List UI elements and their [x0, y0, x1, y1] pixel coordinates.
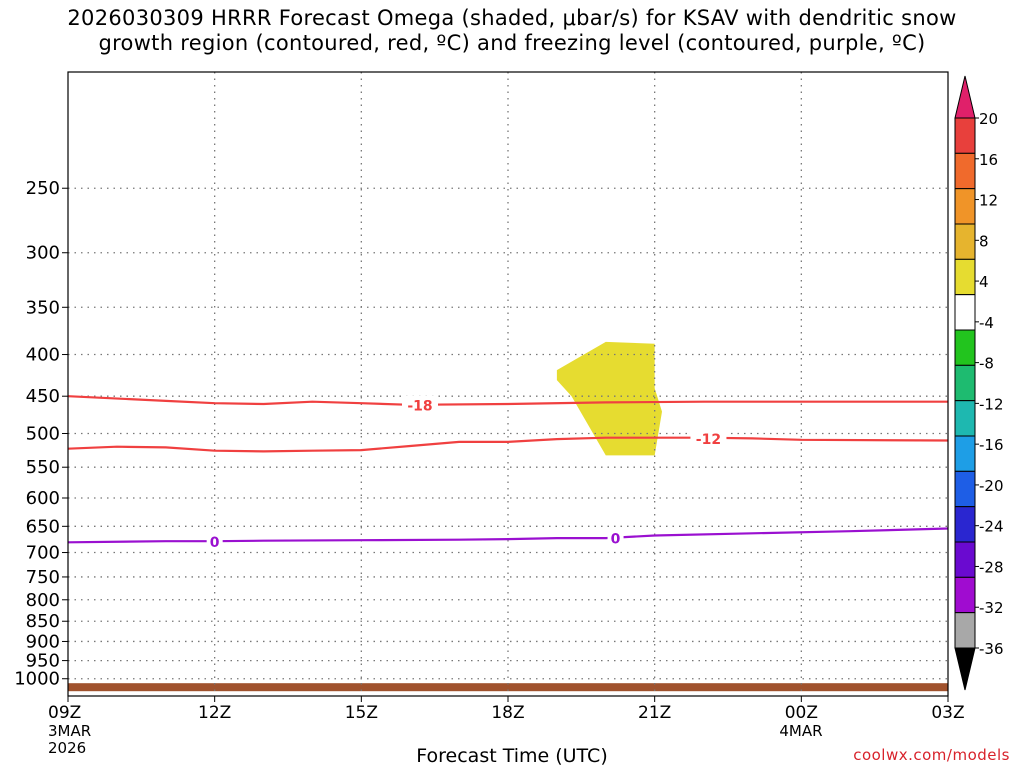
y-tick-label: 300 [26, 243, 60, 264]
x-tick-label: 15Z [345, 703, 378, 723]
contour-label: 0 [611, 532, 621, 548]
colorbar-segment [954, 470, 976, 508]
omega-shaded-region [556, 341, 662, 456]
colorbar-segment [954, 400, 976, 437]
contour-label: 0 [210, 535, 220, 551]
colorbar-top-arrow [954, 75, 976, 119]
terrain-strip [68, 683, 948, 692]
y-tick-label: 650 [26, 516, 60, 537]
contour-label-bg [690, 428, 727, 447]
y-tick-label: 1000 [14, 669, 60, 690]
y-tick-label: 950 [26, 651, 60, 672]
colorbar-segment [954, 329, 976, 366]
colorbar-label: -20 [979, 477, 1004, 495]
colorbar-label: -28 [979, 558, 1004, 576]
colorbar-label: 16 [979, 151, 998, 169]
y-tick-label: 550 [26, 457, 60, 478]
contour-label: -12 [696, 432, 721, 448]
x-tick-label: 09Z [48, 703, 81, 723]
y-tick-label: 700 [26, 543, 60, 564]
y-tick-label: 350 [26, 297, 60, 318]
y-tick-label: 450 [26, 386, 60, 407]
y-tick-label: 900 [26, 631, 60, 652]
credit-text: coolwx.com/models [853, 746, 1010, 764]
y-tick-label: 250 [26, 178, 60, 199]
contour-label: -18 [407, 399, 432, 415]
colorbar-segment [954, 541, 976, 578]
colorbar-segment [954, 188, 976, 225]
x-tick-label: 12Z [198, 703, 231, 723]
chart-title-line2: growth region (contoured, red, ºC) and f… [98, 31, 926, 55]
chart-title: 2026030309 HRRR Forecast Omega (shaded, … [0, 6, 1024, 56]
colorbar-label: 20 [979, 110, 998, 128]
x-axis-label: Forecast Time (UTC) [416, 745, 608, 767]
x-tick-label: 18Z [491, 703, 524, 723]
colorbar-label: -12 [979, 395, 1004, 413]
colorbar-segment [954, 258, 976, 296]
colorbar-segment [954, 364, 976, 402]
colorbar-label: 12 [979, 192, 998, 210]
contour-label-bg [206, 532, 223, 551]
y-tick-label: 600 [26, 488, 60, 509]
colorbar-segment [954, 506, 976, 543]
colorbar-label: -8 [979, 355, 994, 373]
colorbar-segment [954, 223, 976, 260]
x-tick-label: 21Z [638, 703, 671, 723]
y-tick-label: 850 [26, 611, 60, 632]
colorbar-label: -36 [979, 640, 1004, 658]
contour-label-bg [607, 528, 624, 547]
x-tick-date-label: 3MAR [48, 722, 91, 740]
colorbar-segment [954, 612, 976, 649]
x-tick-date-label: 2026 [48, 739, 86, 757]
colorbar-segment [954, 576, 976, 614]
colorbar-label: -24 [979, 518, 1004, 536]
x-tick-label: 00Z [785, 703, 818, 723]
contour-line [67, 395, 948, 406]
colorbar-segment [954, 152, 976, 190]
colorbar-bottom-arrow [954, 647, 976, 691]
x-tick-label: 03Z [931, 703, 964, 723]
y-tick-label: 500 [26, 423, 60, 444]
y-tick-label: 750 [26, 567, 60, 588]
x-tick-date-label: 4MAR [779, 722, 822, 740]
colorbar-label: -4 [979, 314, 994, 332]
colorbar-label: 8 [979, 232, 989, 250]
colorbar-segment [954, 435, 976, 472]
colorbar-segment [954, 294, 976, 331]
plot-border [67, 71, 949, 697]
chart-title-line1: 2026030309 HRRR Forecast Omega (shaded, … [67, 6, 957, 30]
y-tick-label: 800 [26, 590, 60, 611]
colorbar-label: 4 [979, 273, 989, 291]
colorbar-label: -16 [979, 436, 1004, 454]
colorbar-label: -32 [979, 599, 1004, 617]
colorbar-segment [954, 117, 976, 154]
y-tick-label: 400 [26, 345, 60, 366]
contour-label-bg [402, 395, 438, 414]
